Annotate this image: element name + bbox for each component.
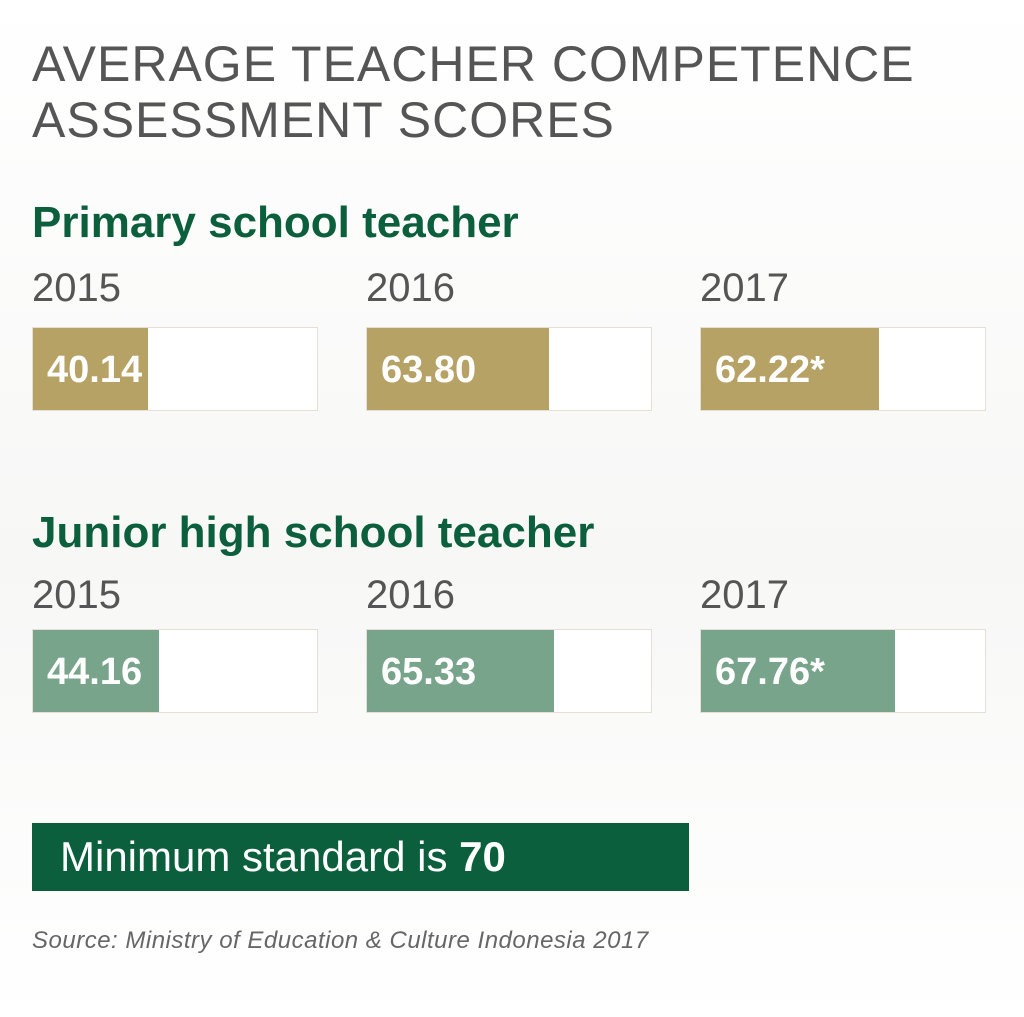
primary-bar-value-2017: 62.22*: [715, 349, 825, 391]
minimum-standard-value: 70: [459, 833, 506, 880]
primary-bar-value-2015: 40.14: [47, 349, 143, 391]
junior-section-title: Junior high school teacher: [32, 508, 595, 557]
minimum-standard-text: Minimum standard is: [60, 833, 460, 880]
primary-year-label-2017: 2017: [700, 266, 789, 310]
title-line-2: ASSESSMENT SCORES: [32, 92, 615, 148]
page-title: AVERAGE TEACHER COMPETENCE ASSESSMENT SC…: [32, 36, 1012, 148]
primary-year-label-2015: 2015: [32, 266, 121, 310]
junior-bar-2015: [33, 630, 159, 712]
junior-year-label-2015: 2015: [32, 573, 121, 617]
primary-bar-track-2015: 40.14: [32, 327, 318, 411]
primary-bar-track-2016: 63.80: [366, 327, 652, 411]
junior-bar-value-2016: 65.33: [381, 651, 477, 693]
source-note: Source: Ministry of Education & Culture …: [32, 927, 649, 954]
junior-bar-value-2015: 44.16: [47, 651, 143, 693]
primary-year-label-2016: 2016: [366, 266, 455, 310]
title-line-1: AVERAGE TEACHER COMPETENCE: [32, 36, 915, 92]
junior-bar-value-2017: 67.76*: [715, 651, 825, 693]
primary-bar-2016: [367, 328, 549, 410]
junior-year-label-2016: 2016: [366, 573, 455, 617]
primary-section-title: Primary school teacher: [32, 198, 519, 247]
primary-bar-value-2016: 63.80: [381, 349, 477, 391]
junior-bar-2017: [701, 630, 895, 712]
primary-bar-2017: [701, 328, 879, 410]
junior-year-label-2017: 2017: [700, 573, 789, 617]
primary-bar-2015: [33, 328, 148, 410]
primary-bar-track-2017: 62.22*: [700, 327, 986, 411]
minimum-standard-box: Minimum standard is 70: [32, 823, 689, 891]
junior-bar-track-2016: 65.33: [366, 629, 652, 713]
junior-bar-track-2015: 44.16: [32, 629, 318, 713]
junior-bar-track-2017: 67.76*: [700, 629, 986, 713]
junior-bar-2016: [367, 630, 554, 712]
